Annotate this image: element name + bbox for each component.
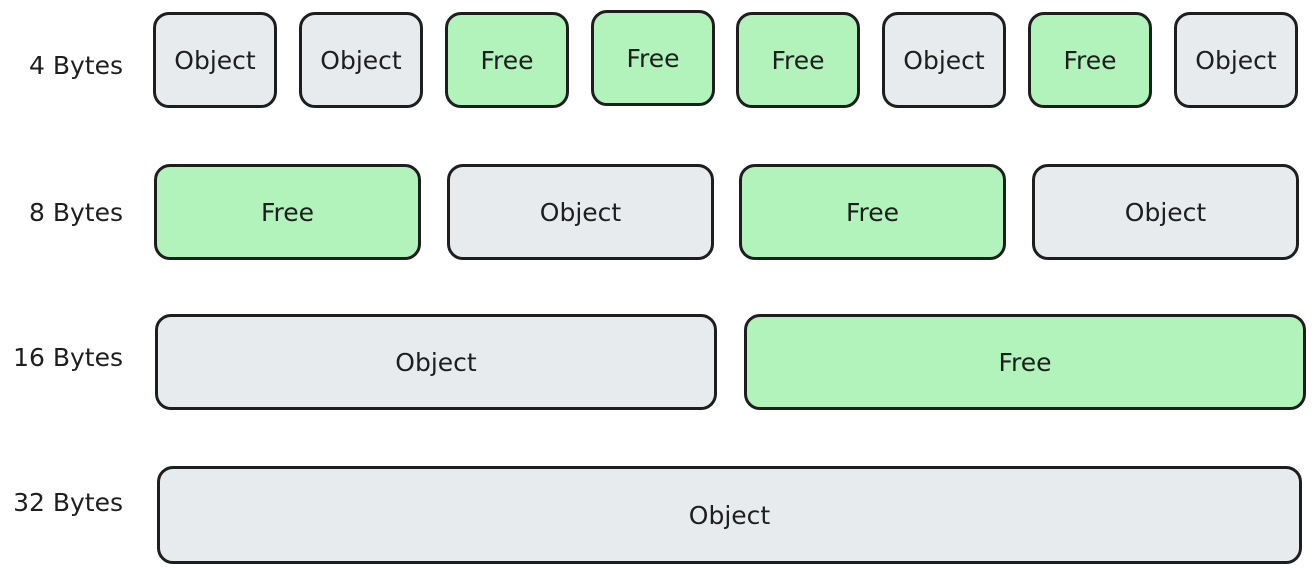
slot-8b-1: Free [154,164,421,260]
slot-4b-4: Free [591,10,715,106]
row-label-16-bytes: 16 Bytes [13,343,123,372]
slot-16b-2: Free [744,314,1306,410]
slot-4b-5: Free [736,12,860,108]
row-label-32-bytes: 32 Bytes [13,488,123,517]
slot-32b-1: Object [157,466,1302,564]
slot-16b-1: Object [155,314,717,410]
slot-4b-1: Object [153,12,277,108]
row-label-4-bytes: 4 Bytes [28,51,123,80]
slot-8b-4: Object [1032,164,1299,260]
slot-4b-6: Object [882,12,1006,108]
slot-4b-8: Object [1174,12,1298,108]
row-label-8-bytes: 8 Bytes [28,198,123,227]
slot-4b-7: Free [1028,12,1152,108]
slot-8b-3: Free [739,164,1006,260]
slot-8b-2: Object [447,164,714,260]
slot-4b-2: Object [299,12,423,108]
slot-4b-3: Free [445,12,569,108]
